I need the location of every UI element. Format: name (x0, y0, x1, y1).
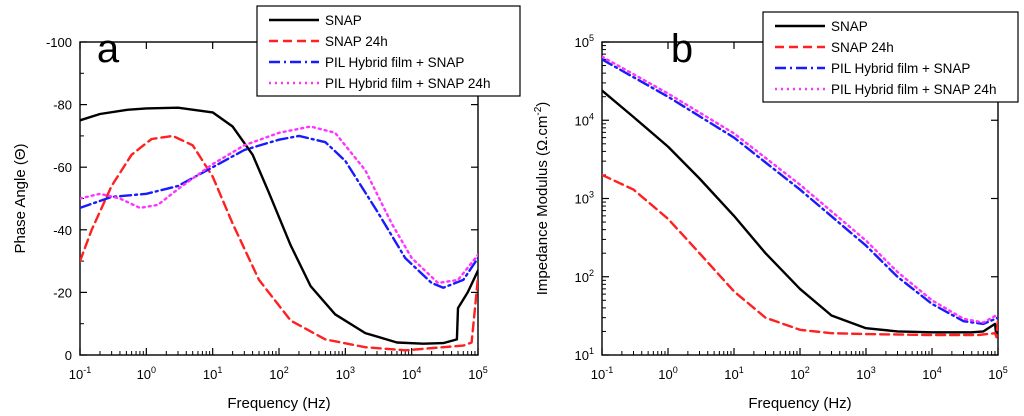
y-tick-label: 0 (65, 348, 72, 363)
panel-a-phase-chart: 10-1 100 101 102 103 104 105 -100 -80 -60 -40 -20 0 F… (12, 5, 521, 412)
x-tick-label: 104 (402, 365, 421, 382)
x-tick-label: 102 (790, 365, 809, 382)
series-snap-24h-line (602, 173, 998, 339)
legend-label: SNAP 24h (831, 40, 894, 55)
x-axis-label: Frequency (Hz) (748, 395, 851, 412)
legend-label: SNAP 24h (325, 34, 388, 49)
x-tick-label: 102 (269, 365, 288, 382)
legend-label: PIL Hybrid film + SNAP (325, 55, 464, 70)
y-tick-label: 104 (575, 111, 594, 128)
series-pil-hybrid-film-snap-24h-line (602, 55, 998, 324)
y-tick-label: 102 (575, 268, 594, 285)
plot-area (602, 55, 998, 339)
legend-label: SNAP (325, 13, 362, 28)
panel-label: b (671, 27, 693, 71)
legend-label: PIL Hybrid film + SNAP 24h (325, 76, 490, 91)
legend-label: PIL Hybrid film + SNAP 24h (831, 82, 996, 97)
series-pil-hybrid-film-snap-24h-line (80, 125, 478, 285)
panel-b-impedance-chart: 10-1 100 101 102 103 104 105 101 102 103 104 105 Fre… (533, 11, 1019, 412)
plot-area (80, 106, 478, 352)
series-pil-hybrid-film-snap-line (80, 134, 478, 289)
x-tick-label: 10-1 (591, 365, 613, 382)
x-tick-label: 100 (137, 365, 156, 382)
y-tick-label: -60 (53, 160, 72, 175)
x-tick-label: 100 (658, 365, 677, 382)
y-tick-label: -20 (53, 285, 72, 300)
series-snap-24h-line (80, 134, 478, 352)
y-tick-label: -80 (53, 98, 72, 113)
legend-label: PIL Hybrid film + SNAP (831, 61, 970, 76)
y-tick-label: 101 (575, 346, 594, 363)
y-tick-label: -40 (53, 223, 72, 238)
y-tick-label: -100 (46, 35, 72, 50)
x-tick-label: 10-1 (69, 365, 91, 382)
series-snap-line (602, 89, 998, 339)
x-tick-label: 104 (922, 365, 941, 382)
legend-label: SNAP (831, 19, 868, 34)
x-tick-label: 105 (468, 365, 487, 382)
x-tick-label: 101 (203, 365, 222, 382)
series-snap-line (80, 106, 478, 345)
x-tick-label: 101 (724, 365, 743, 382)
panel-label: a (97, 27, 120, 71)
x-tick-label: 103 (336, 365, 355, 382)
y-tick-label: 105 (575, 33, 594, 50)
y-axis-label: Impedance Modulus (Ω.cm-2) (533, 102, 551, 296)
series-pil-hybrid-film-snap-line (602, 58, 998, 326)
y-axis-label: Phase Angle (Θ) (12, 143, 29, 253)
y-tick-label: 103 (575, 190, 594, 207)
x-tick-label: 103 (856, 365, 875, 382)
x-axis-label: Frequency (Hz) (227, 395, 330, 412)
x-tick-label: 105 (988, 365, 1007, 382)
